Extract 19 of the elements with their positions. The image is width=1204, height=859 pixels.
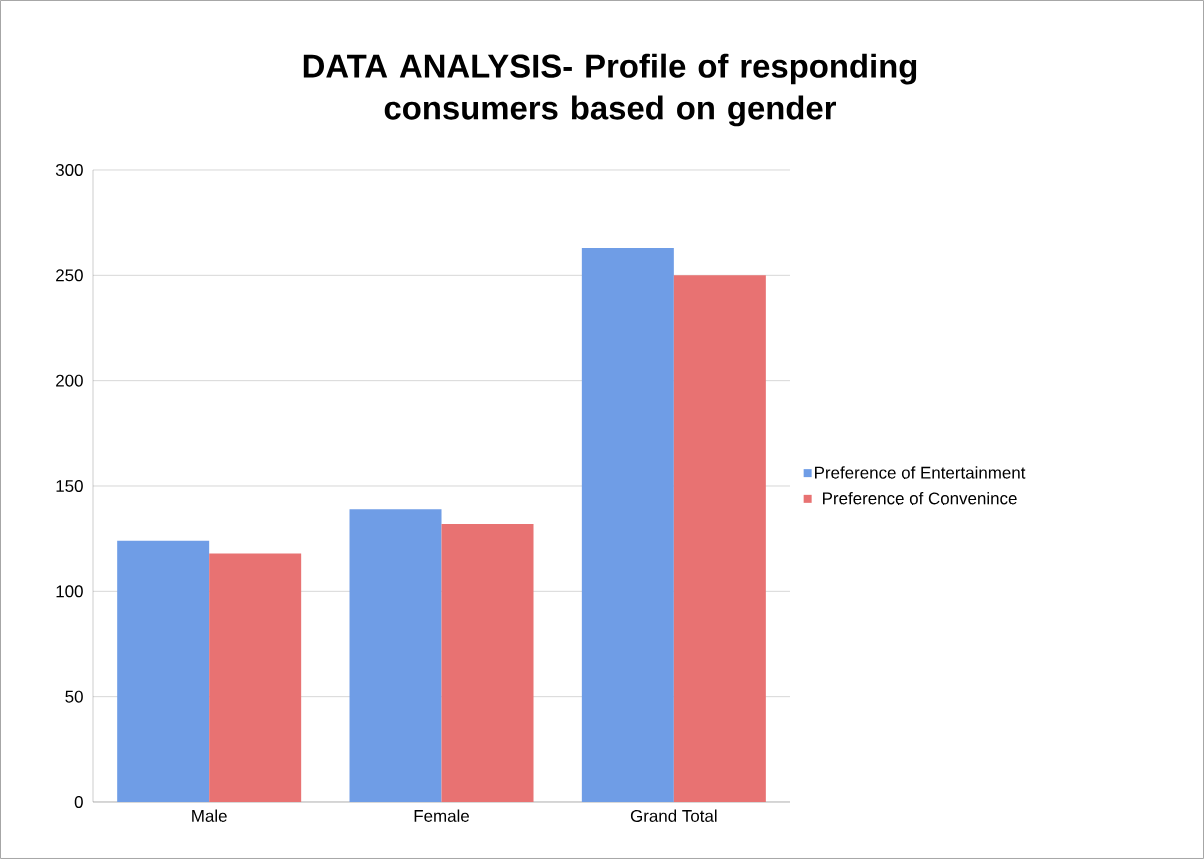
y-tick-label: 150 xyxy=(56,479,83,492)
y-tick-label: 300 xyxy=(55,163,83,176)
bar xyxy=(349,509,442,802)
y-tick-label: 0 xyxy=(74,795,83,808)
bar xyxy=(117,540,210,802)
y-tick-label: 50 xyxy=(65,690,83,703)
legend-label: Preference of Entertainment xyxy=(815,466,1026,479)
x-tick-label: Male xyxy=(192,809,227,822)
x-tick-label: Female xyxy=(414,809,469,822)
bar xyxy=(581,247,674,802)
y-tick-label: 200 xyxy=(56,374,83,387)
y-tick-label: 100 xyxy=(56,585,83,598)
bar xyxy=(441,523,534,802)
bar xyxy=(673,275,766,802)
legend-label: Preference of Convenince xyxy=(823,491,1017,505)
chart-title: DATA ANALYSIS- Profile of responding consumers based on gender xyxy=(303,53,917,127)
x-tick-label: Grand Total xyxy=(630,809,717,822)
y-tick-label: 250 xyxy=(56,269,83,282)
bar xyxy=(209,553,302,802)
